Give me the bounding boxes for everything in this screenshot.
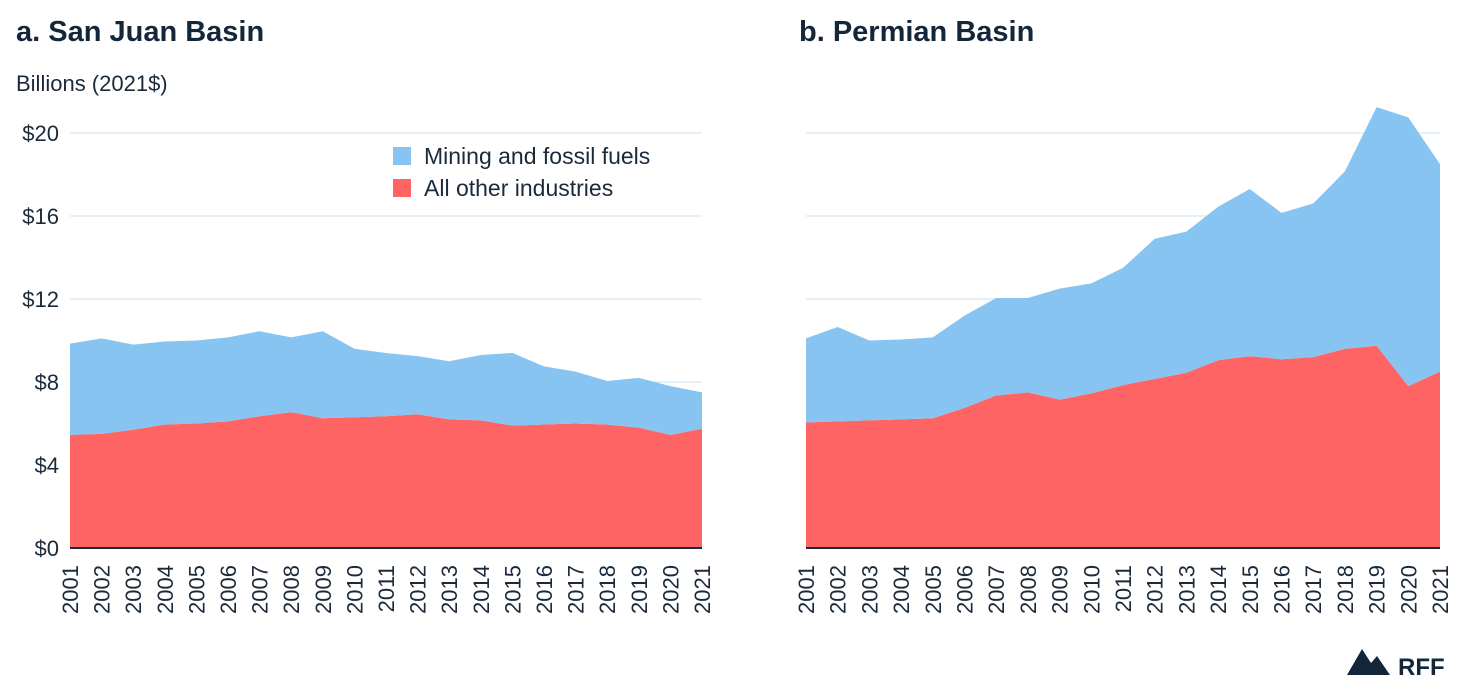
- area-mining-and-fossil-fuels: [806, 107, 1440, 423]
- x-tick-label: 2007: [248, 565, 273, 614]
- x-tick-label: 2016: [532, 565, 557, 614]
- x-tick-label: 2006: [953, 565, 978, 614]
- x-tick-label: 2011: [374, 565, 399, 612]
- x-tick-label: 2004: [153, 565, 178, 614]
- x-tick-label: 2008: [279, 565, 304, 614]
- x-tick-label: 2019: [1365, 565, 1390, 614]
- x-tick-label: 2015: [500, 565, 525, 614]
- x-tick-label: 2004: [889, 565, 914, 614]
- x-tick-label: 2021: [1428, 565, 1453, 614]
- x-tick-label: 2015: [1238, 565, 1263, 614]
- x-tick-label: 2003: [857, 565, 882, 614]
- x-tick-label: 2002: [90, 565, 115, 614]
- y-tick-label: $0: [35, 536, 59, 561]
- y-tick-label: $20: [22, 121, 59, 146]
- mountain-logo-icon: [1347, 649, 1390, 675]
- x-tick-label: 2005: [921, 565, 946, 614]
- logo-text: RFF: [1398, 654, 1445, 681]
- x-tick-label: 2001: [58, 565, 83, 614]
- legend-swatch: [393, 147, 411, 165]
- panel-title: a. San Juan Basin: [16, 16, 264, 48]
- x-tick-label: 2001: [794, 565, 819, 614]
- x-tick-label: 2007: [984, 565, 1009, 614]
- y-tick-label: $16: [22, 204, 59, 229]
- x-tick-label: 2019: [627, 565, 652, 614]
- x-tick-label: 2009: [1048, 565, 1073, 614]
- x-tick-label: 2002: [826, 565, 851, 614]
- y-tick-label: $8: [35, 370, 59, 395]
- area-all-other-industries: [70, 412, 702, 548]
- x-tick-label: 2012: [406, 565, 431, 614]
- legend-swatch: [393, 179, 411, 197]
- panel-san-juan-basin: a. San Juan Basin Billions (2021$) $0 $4 $8 $…: [16, 16, 715, 614]
- y-tick-label: $4: [35, 453, 59, 478]
- x-tick-label: 2012: [1143, 565, 1168, 614]
- x-tick-label: 2020: [658, 565, 683, 614]
- x-tick-label: 2005: [184, 565, 209, 614]
- x-tick-label: 2010: [1079, 565, 1104, 614]
- y-tick-label: $12: [22, 287, 59, 312]
- x-tick-label: 2003: [121, 565, 146, 614]
- x-tick-label: 2017: [1301, 565, 1326, 614]
- x-tick-label: 2018: [1333, 565, 1358, 614]
- x-tick-label: 2018: [595, 565, 620, 614]
- x-tick-label: 2008: [1016, 565, 1041, 614]
- panel-title: b. Permian Basin: [799, 16, 1034, 48]
- y-axis-unit-label: Billions (2021$): [16, 71, 168, 96]
- area-all-other-industries: [806, 345, 1440, 548]
- area-mining-and-fossil-fuels: [70, 331, 702, 435]
- x-tick-label: 2006: [216, 565, 241, 614]
- x-tick-label: 2014: [469, 565, 494, 614]
- x-tick-label: 2017: [564, 565, 589, 614]
- x-tick-label: 2010: [342, 565, 367, 614]
- x-tick-label: 2009: [311, 565, 336, 614]
- x-tick-label: 2016: [1270, 565, 1295, 614]
- legend-label: Mining and fossil fuels: [424, 143, 650, 169]
- x-tick-label: 2020: [1396, 565, 1421, 614]
- legend: Mining and fossil fuels All other industr…: [393, 143, 650, 201]
- x-tick-label: 2011: [1111, 565, 1136, 612]
- x-tick-label: 2014: [1206, 565, 1231, 614]
- legend-label: All other industries: [424, 175, 613, 201]
- x-tick-label: 2021: [690, 565, 715, 614]
- panel-permian-basin: b. Permian Basin 2001 2002 2003 2004 2005 2006…: [794, 16, 1453, 614]
- rff-logo: RFF: [1347, 649, 1445, 681]
- x-tick-label: 2013: [1174, 565, 1199, 614]
- x-tick-label: 2013: [437, 565, 462, 614]
